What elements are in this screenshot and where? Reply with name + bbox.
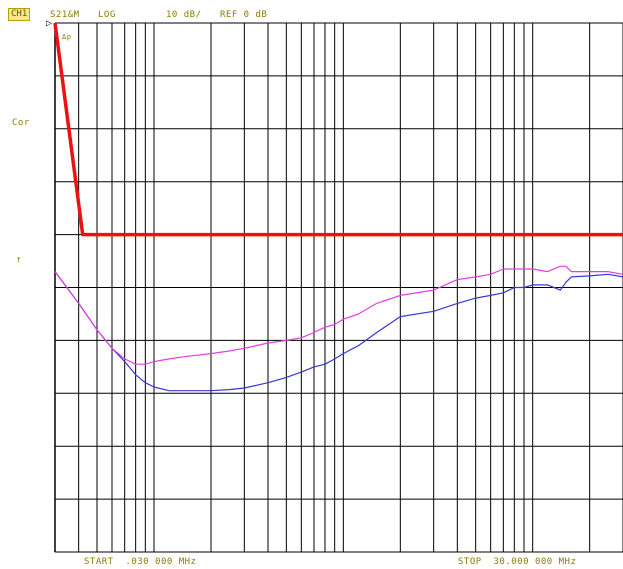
- stop-frequency: STOP 30.000 000 MHz: [458, 557, 577, 567]
- measurement-label: S21&M: [50, 10, 80, 20]
- limit-line: [53, 22, 623, 237]
- format-label: LOG: [98, 10, 116, 20]
- graticule: [54, 22, 623, 553]
- correction-label: Cor: [12, 118, 30, 128]
- trace-marker-icon: ▷: [46, 18, 53, 29]
- scale-label: 10 dB/: [166, 10, 202, 20]
- reference-position-marker: ↑: [16, 255, 22, 265]
- traces: [53, 22, 623, 392]
- trace-blue: [54, 271, 623, 392]
- channel-badge[interactable]: CH1: [8, 8, 31, 21]
- trace-magenta: [54, 265, 623, 365]
- start-frequency: START .030 000 MHz: [84, 557, 197, 567]
- reference-label: REF 0 dB: [220, 10, 268, 20]
- trace-marker-label: Δp: [62, 33, 72, 41]
